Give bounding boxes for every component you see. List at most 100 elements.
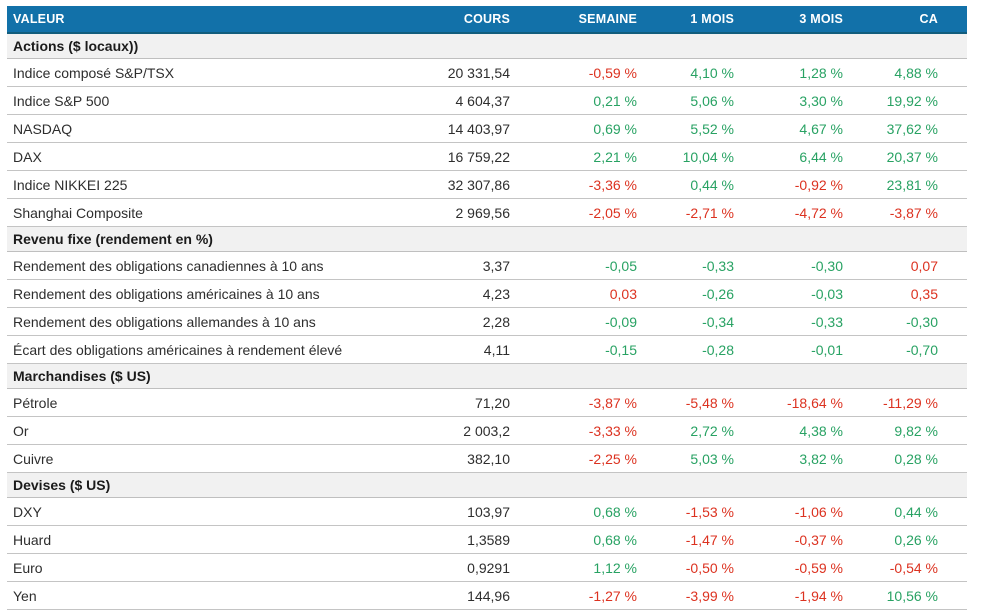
cell-cours: 2 003,2 — [427, 416, 532, 445]
cell-valeur: Yen — [7, 581, 427, 610]
cell-valeur: Rendement des obligations canadiennes à … — [7, 251, 427, 280]
cell-valeur: Indice NIKKEI 225 — [7, 170, 427, 199]
cell-ca: -11,29 % — [865, 388, 967, 417]
cell-valeur: Écart des obligations américaines à rend… — [7, 335, 427, 364]
table-header-row: VALEUR COURS SEMAINE 1 MOIS 3 MOIS CA — [7, 6, 967, 34]
cell-valeur: Indice composé S&P/TSX — [7, 58, 427, 87]
cell-ca: 9,82 % — [865, 416, 967, 445]
cell-cours: 103,97 — [427, 497, 532, 526]
cell-ca: 0,07 — [865, 251, 967, 280]
cell-semaine: 0,69 % — [532, 114, 659, 143]
cell-cours: 0,9291 — [427, 553, 532, 582]
cell-valeur: Pétrole — [7, 388, 427, 417]
table-row: DAX 16 759,22 2,21 % 10,04 % 6,44 % 20,37 % — [7, 142, 967, 171]
cell-1mois: -3,99 % — [659, 581, 756, 610]
table-row: Pétrole 71,20 -3,87 % -5,48 % -18,64 % -11,29… — [7, 388, 967, 417]
cell-1mois: -1,53 % — [659, 497, 756, 526]
cell-3mois: -0,01 — [756, 335, 865, 364]
cell-1mois: -0,34 — [659, 307, 756, 336]
cell-semaine: -0,15 — [532, 335, 659, 364]
cell-cours: 4,23 — [427, 279, 532, 308]
column-header-valeur: VALEUR — [7, 6, 427, 34]
cell-ca: -0,30 — [865, 307, 967, 336]
cell-cours: 71,20 — [427, 388, 532, 417]
cell-1mois: -0,33 — [659, 251, 756, 280]
cell-1mois: -0,28 — [659, 335, 756, 364]
cell-valeur: Huard — [7, 525, 427, 554]
section-row-marchandises: Marchandises ($ US) — [7, 363, 967, 389]
cell-cours: 14 403,97 — [427, 114, 532, 143]
cell-valeur: DAX — [7, 142, 427, 171]
cell-semaine: -2,05 % — [532, 198, 659, 227]
section-row-actions: Actions ($ locaux)) — [7, 33, 967, 59]
cell-ca: -0,54 % — [865, 553, 967, 582]
cell-3mois: -0,33 — [756, 307, 865, 336]
table-row: Yen 144,96 -1,27 % -3,99 % -1,94 % 10,56 % — [7, 581, 967, 610]
market-summary-table: VALEUR COURS SEMAINE 1 MOIS 3 MOIS CA Actions… — [7, 6, 967, 610]
cell-valeur: Shanghai Composite — [7, 198, 427, 227]
cell-ca: 10,56 % — [865, 581, 967, 610]
cell-3mois: -0,59 % — [756, 553, 865, 582]
cell-3mois: 4,67 % — [756, 114, 865, 143]
cell-semaine: -0,09 — [532, 307, 659, 336]
table-row: Indice composé S&P/TSX 20 331,54 -0,59 % 4,… — [7, 58, 967, 87]
cell-1mois: 2,72 % — [659, 416, 756, 445]
cell-cours: 3,37 — [427, 251, 532, 280]
table-row: Rendement des obligations allemandes à 1… — [7, 307, 967, 336]
cell-semaine: 0,68 % — [532, 497, 659, 526]
section-title: Actions ($ locaux)) — [7, 33, 967, 59]
section-row-revenu-fixe: Revenu fixe (rendement en %) — [7, 226, 967, 252]
column-header-cours: COURS — [427, 6, 532, 34]
cell-3mois: 3,82 % — [756, 444, 865, 473]
table-row: Indice NIKKEI 225 32 307,86 -3,36 % 0,44 % -… — [7, 170, 967, 199]
section-title: Marchandises ($ US) — [7, 363, 967, 389]
cell-valeur: DXY — [7, 497, 427, 526]
cell-valeur: Indice S&P 500 — [7, 86, 427, 115]
cell-semaine: -3,87 % — [532, 388, 659, 417]
cell-ca: 23,81 % — [865, 170, 967, 199]
cell-semaine: 2,21 % — [532, 142, 659, 171]
cell-1mois: 5,06 % — [659, 86, 756, 115]
cell-semaine: -3,33 % — [532, 416, 659, 445]
cell-ca: 0,35 — [865, 279, 967, 308]
cell-ca: 20,37 % — [865, 142, 967, 171]
cell-1mois: -1,47 % — [659, 525, 756, 554]
cell-3mois: 6,44 % — [756, 142, 865, 171]
table-row: Cuivre 382,10 -2,25 % 5,03 % 3,82 % 0,28 % — [7, 444, 967, 473]
cell-3mois: -1,94 % — [756, 581, 865, 610]
cell-valeur: Rendement des obligations américaines à … — [7, 279, 427, 308]
cell-semaine: 0,03 — [532, 279, 659, 308]
cell-3mois: 1,28 % — [756, 58, 865, 87]
cell-3mois: -4,72 % — [756, 198, 865, 227]
cell-ca: -3,87 % — [865, 198, 967, 227]
cell-3mois: -0,03 — [756, 279, 865, 308]
table-row: Écart des obligations américaines à rend… — [7, 335, 967, 364]
cell-valeur: Rendement des obligations allemandes à 1… — [7, 307, 427, 336]
cell-1mois: 4,10 % — [659, 58, 756, 87]
cell-cours: 20 331,54 — [427, 58, 532, 87]
cell-cours: 2,28 — [427, 307, 532, 336]
cell-cours: 382,10 — [427, 444, 532, 473]
cell-semaine: 0,21 % — [532, 86, 659, 115]
cell-3mois: 4,38 % — [756, 416, 865, 445]
table-row: NASDAQ 14 403,97 0,69 % 5,52 % 4,67 % 37,62 % — [7, 114, 967, 143]
column-header-semaine: SEMAINE — [532, 6, 659, 34]
table-row: Euro 0,9291 1,12 % -0,50 % -0,59 % -0,54 % — [7, 553, 967, 582]
cell-cours: 4 604,37 — [427, 86, 532, 115]
cell-1mois: -2,71 % — [659, 198, 756, 227]
cell-cours: 144,96 — [427, 581, 532, 610]
cell-1mois: 0,44 % — [659, 170, 756, 199]
table-row: Rendement des obligations américaines à … — [7, 279, 967, 308]
cell-semaine: -0,05 — [532, 251, 659, 280]
cell-cours: 2 969,56 — [427, 198, 532, 227]
market-summary-table-wrap: VALEUR COURS SEMAINE 1 MOIS 3 MOIS CA Actions… — [7, 6, 967, 610]
cell-semaine: -3,36 % — [532, 170, 659, 199]
cell-1mois: 5,03 % — [659, 444, 756, 473]
column-header-3mois: 3 MOIS — [756, 6, 865, 34]
cell-semaine: 1,12 % — [532, 553, 659, 582]
cell-ca: 0,44 % — [865, 497, 967, 526]
cell-3mois: -1,06 % — [756, 497, 865, 526]
cell-1mois: -0,50 % — [659, 553, 756, 582]
cell-ca: 0,28 % — [865, 444, 967, 473]
table-row: Rendement des obligations canadiennes à … — [7, 251, 967, 280]
